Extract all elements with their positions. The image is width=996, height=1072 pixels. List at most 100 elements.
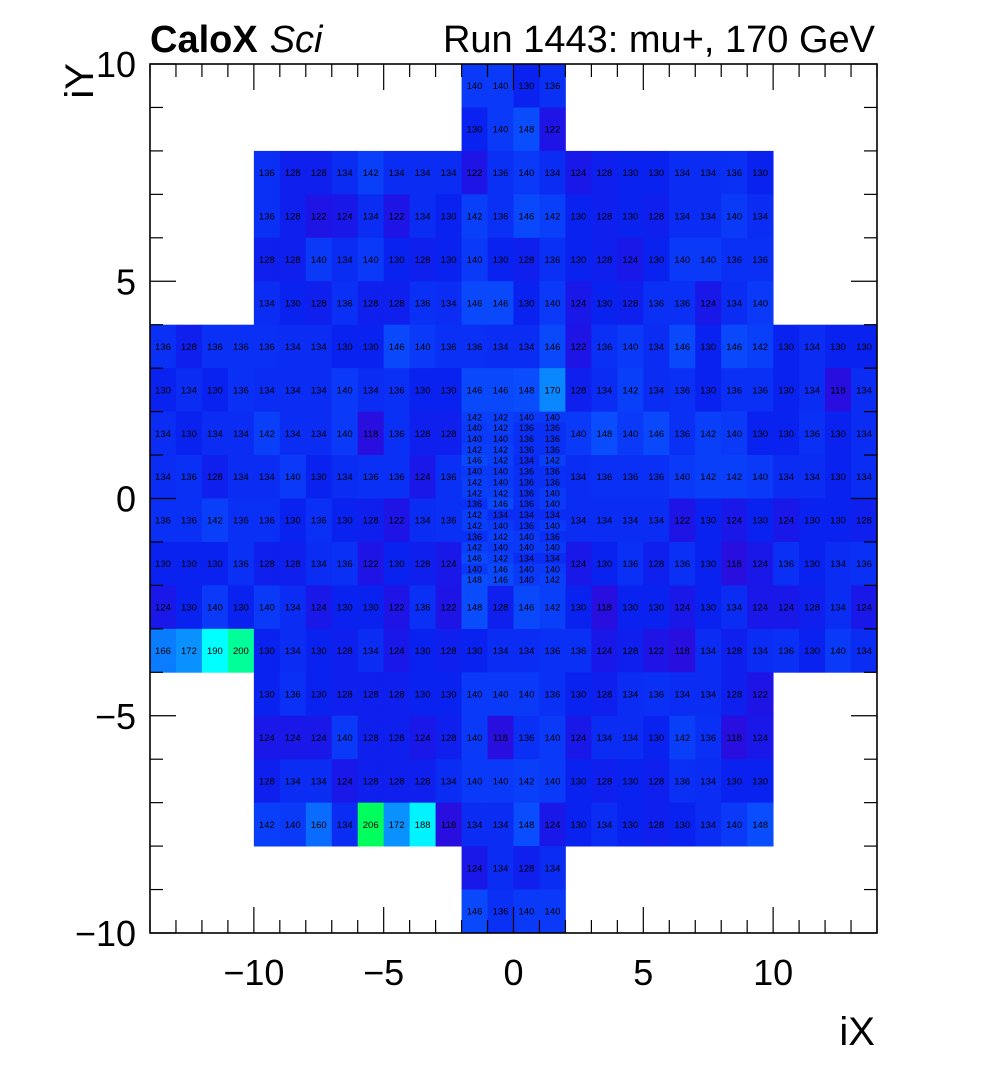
heatmap-cell xyxy=(617,455,644,499)
heatmap-cell xyxy=(150,498,177,543)
heatmap-cell xyxy=(487,802,514,847)
heatmap-cell xyxy=(487,531,514,543)
heatmap-cell xyxy=(305,194,333,239)
heatmap-cell xyxy=(201,498,229,543)
cell-value-label: 134 xyxy=(570,516,586,527)
cell-value-label: 136 xyxy=(545,423,560,433)
heatmap-cell xyxy=(487,368,514,412)
cell-value-label: 136 xyxy=(856,559,872,570)
cell-value-label: 128 xyxy=(285,211,301,222)
heatmap-cell xyxy=(279,498,307,543)
heatmap-cell xyxy=(409,585,436,630)
heatmap-cell xyxy=(435,150,462,195)
cell-value-label: 136 xyxy=(285,689,301,700)
cell-value-label: 148 xyxy=(467,575,482,585)
cell-value-label: 122 xyxy=(389,211,405,222)
cell-value-label: 140 xyxy=(545,733,561,744)
heatmap-cell xyxy=(539,194,566,239)
cell-value-label: 136 xyxy=(519,521,534,531)
cell-value-label: 124 xyxy=(311,603,327,614)
heatmap-cell xyxy=(591,541,618,586)
heatmap-cell xyxy=(695,194,722,239)
cell-value-label: 136 xyxy=(259,211,275,222)
heatmap-cell xyxy=(150,455,177,499)
cell-value-label: 134 xyxy=(622,689,638,700)
cell-value-label: 134 xyxy=(363,646,379,657)
heatmap-cell xyxy=(825,368,852,412)
heatmap-cell xyxy=(383,281,411,326)
cell-value-label: 130 xyxy=(830,472,846,483)
cell-value-label: 128 xyxy=(285,559,301,570)
cell-value-label: 134 xyxy=(752,211,768,222)
heatmap-cell xyxy=(773,628,800,673)
cell-value-label: 146 xyxy=(493,385,509,396)
heatmap-cell xyxy=(513,802,540,847)
cell-value-label: 130 xyxy=(467,646,483,657)
cell-value-label: 140 xyxy=(545,564,560,574)
heatmap-cell xyxy=(461,563,488,575)
heatmap-cell xyxy=(669,672,696,717)
heatmap-cell xyxy=(565,237,592,282)
heatmap-cell xyxy=(409,368,436,412)
cell-value-label: 122 xyxy=(674,516,690,527)
cell-value-label: 130 xyxy=(700,385,716,396)
heatmap-cell xyxy=(487,509,514,521)
heatmap-cell xyxy=(487,574,514,586)
cell-value-label: 134 xyxy=(519,646,535,657)
heatmap-cell xyxy=(695,802,722,847)
heatmap-cell xyxy=(591,759,618,804)
cell-value-label: 128 xyxy=(337,689,353,700)
heatmap-cell xyxy=(357,802,385,847)
cell-value-label: 140 xyxy=(493,467,508,477)
heatmap-cell xyxy=(721,759,748,804)
cell-value-label: 130 xyxy=(389,255,405,266)
cell-value-label: 124 xyxy=(311,733,327,744)
cell-value-label: 130 xyxy=(441,385,457,396)
heatmap-cell xyxy=(253,498,281,543)
cell-value-label: 146 xyxy=(467,456,482,466)
heatmap-cell xyxy=(643,411,670,456)
cell-value-label: 124 xyxy=(441,559,457,570)
heatmap-cell xyxy=(331,672,359,717)
heatmap-cell xyxy=(851,541,878,586)
heatmap-cell xyxy=(461,64,488,108)
heatmap-cell xyxy=(799,324,826,369)
heatmap-cell xyxy=(227,455,255,499)
heatmap-cell xyxy=(409,498,436,543)
cell-value-label: 140 xyxy=(467,689,483,700)
heatmap-cell xyxy=(487,324,514,369)
cell-value-label: 140 xyxy=(493,477,508,487)
heatmap-cell xyxy=(461,150,488,195)
heatmap-cell xyxy=(383,498,411,543)
heatmap-cell xyxy=(643,150,670,195)
heatmap-cell xyxy=(695,628,722,673)
heatmap-cell xyxy=(253,672,281,717)
heatmap-cell xyxy=(513,107,540,152)
heatmap-cell xyxy=(773,455,800,499)
heatmap-cell xyxy=(643,281,670,326)
cell-value-label: 134 xyxy=(700,168,716,179)
heatmap-cell xyxy=(591,281,618,326)
heatmap-cell xyxy=(487,455,514,467)
heatmap-cell xyxy=(617,672,644,717)
heatmap-cell xyxy=(513,411,540,423)
heatmap-cell xyxy=(253,585,281,630)
heatmap-cell xyxy=(253,628,281,673)
cell-value-label: 134 xyxy=(674,689,690,700)
cell-value-label: 128 xyxy=(726,689,742,700)
cell-value-label: 146 xyxy=(545,342,561,353)
heatmap-cell xyxy=(331,150,359,195)
cell-value-label: 146 xyxy=(467,385,483,396)
heatmap-cell xyxy=(747,411,774,456)
heatmap-cell xyxy=(851,368,878,412)
heatmap-cell xyxy=(279,368,307,412)
heatmap-cell xyxy=(747,541,774,586)
heatmap-cell xyxy=(461,411,488,423)
cell-value-label: 134 xyxy=(337,255,353,266)
heatmap-cell xyxy=(539,802,566,847)
cell-value-label: 124 xyxy=(337,211,353,222)
heatmap-cell xyxy=(513,531,540,543)
heatmap-cell xyxy=(305,759,333,804)
cell-value-label: 136 xyxy=(337,559,353,570)
cell-value-label: 136 xyxy=(726,168,742,179)
